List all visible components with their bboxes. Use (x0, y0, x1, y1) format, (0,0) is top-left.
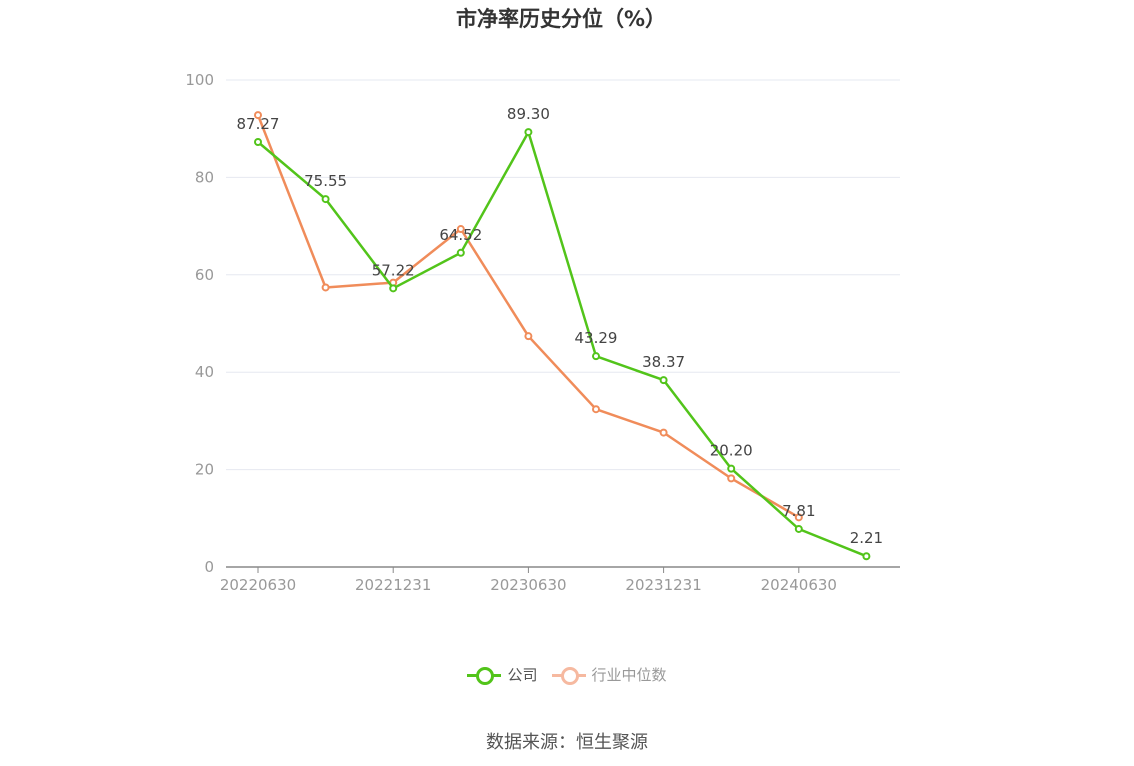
chart-title: 市净率历史分位（%） (455, 7, 667, 31)
y-tick-label: 40 (195, 363, 214, 381)
data-point-company (794, 524, 803, 533)
data-label-company: 20.20 (710, 442, 753, 460)
series-layer (254, 111, 871, 561)
legend: 公司 行业中位数 (0, 664, 1134, 685)
data-point-industry (254, 111, 262, 120)
data-label-company: 75.55 (304, 172, 347, 190)
data-label-company: 87.27 (237, 115, 280, 133)
x-tick-label: 20230630 (490, 576, 566, 594)
data-point-industry (659, 428, 668, 437)
data-point-industry (794, 513, 803, 522)
y-tick-label: 100 (185, 71, 214, 89)
y-tick-label: 0 (204, 558, 214, 576)
data-point-company (254, 137, 262, 146)
legend-company-label: 公司 (507, 666, 538, 684)
data-label-company: 7.81 (782, 502, 815, 520)
y-tick-label: 20 (195, 461, 214, 479)
grid-lines (226, 79, 900, 471)
axes: 0 20 40 60 80 100 20220630 20221231 20230630 2023… (185, 71, 900, 594)
legend-industry-marker (551, 665, 586, 685)
series-line-company (257, 130, 867, 558)
data-point-industry (456, 225, 465, 234)
data-label-company: 57.22 (372, 261, 415, 279)
data-point-industry (592, 405, 600, 414)
data-point-industry (321, 283, 330, 292)
data-label-company: 2.21 (850, 529, 883, 547)
data-point-industry (727, 474, 736, 483)
data-point-company (862, 552, 871, 561)
x-tick-label: 20240630 (761, 576, 837, 594)
data-label-company: 89.30 (507, 105, 550, 123)
data-point-company (524, 128, 533, 137)
legend-item-company[interactable]: 公司 (467, 664, 538, 685)
legend-industry-label: 行业中位数 (591, 666, 667, 684)
data-point-company (456, 248, 465, 257)
data-source: 数据来源：恒生聚源 (486, 732, 648, 753)
x-tick-label: 20231231 (625, 576, 701, 594)
legend-item-industry[interactable]: 行业中位数 (551, 664, 667, 685)
data-point-industry (524, 332, 533, 341)
data-point-company (389, 284, 398, 293)
data-point-company (727, 464, 736, 473)
x-tick-label: 20220630 (220, 576, 296, 594)
y-tick-label: 80 (195, 168, 214, 186)
legend-company-marker (467, 665, 502, 685)
data-label-company: 38.37 (642, 353, 685, 371)
data-point-company (592, 352, 600, 361)
data-labels: 87.27 75.55 57.22 64.52 89.30 43.29 38.37 20.20… (237, 105, 884, 547)
x-tick-label: 20221231 (355, 576, 431, 594)
data-label-company: 64.52 (439, 226, 482, 244)
data-point-company (659, 376, 668, 385)
line-chart: 0 20 40 60 80 100 20220630 20221231 20230630 2023… (185, 71, 900, 594)
data-label-company: 43.29 (575, 329, 618, 347)
data-point-company (321, 195, 330, 204)
y-tick-label: 60 (195, 266, 214, 284)
